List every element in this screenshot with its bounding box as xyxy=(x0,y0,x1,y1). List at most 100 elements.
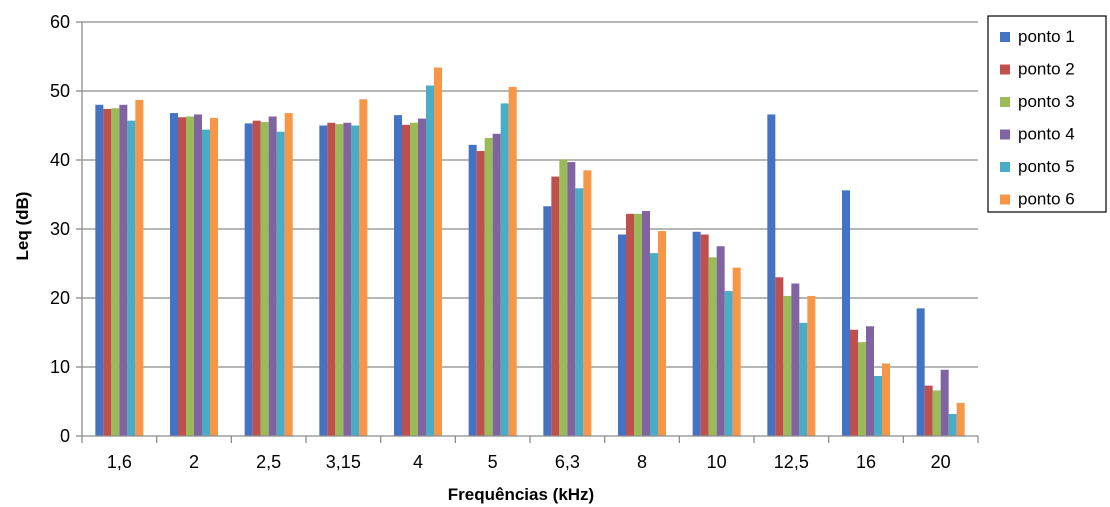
legend-swatch xyxy=(1000,97,1010,107)
bar xyxy=(186,116,194,436)
bar xyxy=(866,326,874,436)
x-tick-labels: 1,6 2 2,5 3,15 4 5 6,3 8 10 12,5 16 20 xyxy=(107,452,951,472)
bar xyxy=(807,295,816,436)
bar xyxy=(127,120,136,437)
bar xyxy=(484,137,493,437)
bar xyxy=(119,104,128,437)
x-tick-label: 1,6 xyxy=(107,452,132,472)
bar xyxy=(252,120,261,437)
bar xyxy=(700,234,709,436)
y-tick-label: 50 xyxy=(50,81,70,101)
bar xyxy=(543,206,552,436)
bar xyxy=(658,231,666,436)
bar xyxy=(842,190,850,436)
x-tick-label: 3,15 xyxy=(326,452,361,472)
x-tick-label: 10 xyxy=(707,452,727,472)
bar xyxy=(650,253,658,436)
bar xyxy=(244,123,253,437)
bar xyxy=(410,122,418,437)
bar xyxy=(359,99,368,436)
legend-label: ponto 2 xyxy=(1018,60,1075,79)
bar xyxy=(394,115,402,437)
bar xyxy=(508,86,517,437)
legend-label: ponto 6 xyxy=(1018,190,1075,209)
y-axis-title: Leq (dB) xyxy=(13,192,32,261)
bar xyxy=(626,213,634,436)
x-tick-label: 5 xyxy=(488,452,498,472)
bar xyxy=(210,117,218,436)
legend-swatch xyxy=(1000,32,1010,42)
bar xyxy=(111,108,120,436)
bar xyxy=(791,283,800,436)
bar xyxy=(194,114,202,437)
legend-swatch xyxy=(1000,162,1010,172)
bar xyxy=(426,85,434,436)
legend-swatch xyxy=(1000,64,1010,75)
legend-box xyxy=(987,15,1107,213)
bar xyxy=(327,122,336,437)
bar xyxy=(351,125,360,436)
bar xyxy=(559,159,568,436)
bar xyxy=(103,108,112,436)
bar xyxy=(567,162,576,436)
axes xyxy=(76,21,979,443)
bar xyxy=(767,114,776,437)
legend-label: ponto 4 xyxy=(1018,125,1075,144)
bar xyxy=(476,151,485,436)
legend-swatch xyxy=(1000,194,1010,205)
legend: ponto 1 ponto 2 ponto 3 ponto 4 ponto 5 ponto… xyxy=(987,15,1107,213)
x-tick-label: 2 xyxy=(189,452,199,472)
bar xyxy=(575,188,584,436)
x-tick-label: 8 xyxy=(637,452,647,472)
y-tick-label: 20 xyxy=(50,288,70,308)
legend-label: ponto 5 xyxy=(1018,157,1075,176)
bar xyxy=(783,295,792,436)
bar xyxy=(551,176,560,436)
x-tick-label: 2,5 xyxy=(256,452,281,472)
bar xyxy=(319,125,328,436)
bar xyxy=(135,99,144,436)
bar xyxy=(634,213,642,436)
bar xyxy=(932,390,941,436)
bar xyxy=(882,363,890,436)
bar xyxy=(500,103,509,437)
bar xyxy=(874,375,882,436)
y-tick-label: 40 xyxy=(50,150,70,170)
bar xyxy=(260,122,269,437)
bar xyxy=(95,104,104,437)
y-tick-label: 10 xyxy=(50,357,70,377)
legend-label: ponto 3 xyxy=(1018,92,1075,111)
x-tick-label: 16 xyxy=(856,452,876,472)
gridlines xyxy=(82,21,978,368)
bar xyxy=(724,291,733,436)
bar xyxy=(335,124,344,437)
y-tick-label: 0 xyxy=(60,426,70,446)
legend-label: ponto 1 xyxy=(1018,27,1075,46)
bar xyxy=(583,170,592,436)
bar xyxy=(732,267,741,436)
x-tick-label: 20 xyxy=(931,452,951,472)
bar xyxy=(799,322,808,436)
bars xyxy=(95,67,965,437)
bar xyxy=(268,116,277,436)
x-tick-label: 12,5 xyxy=(774,452,809,472)
y-tick-labels: 0 10 20 30 40 50 60 xyxy=(50,12,70,446)
bar xyxy=(418,118,426,436)
bar xyxy=(716,246,725,436)
y-tick-label: 30 xyxy=(50,219,70,239)
bar xyxy=(468,144,477,436)
legend-swatch xyxy=(1000,129,1010,140)
bar xyxy=(916,308,925,436)
bar xyxy=(708,257,717,436)
bar xyxy=(940,369,949,436)
bar xyxy=(956,402,965,436)
bar xyxy=(692,231,701,436)
bar xyxy=(343,122,352,437)
bar xyxy=(284,113,293,436)
x-axis-title: Frequências (kHz) xyxy=(448,485,594,504)
bar xyxy=(202,129,210,436)
bar xyxy=(775,277,784,436)
bar xyxy=(492,133,501,436)
bar xyxy=(642,211,650,436)
